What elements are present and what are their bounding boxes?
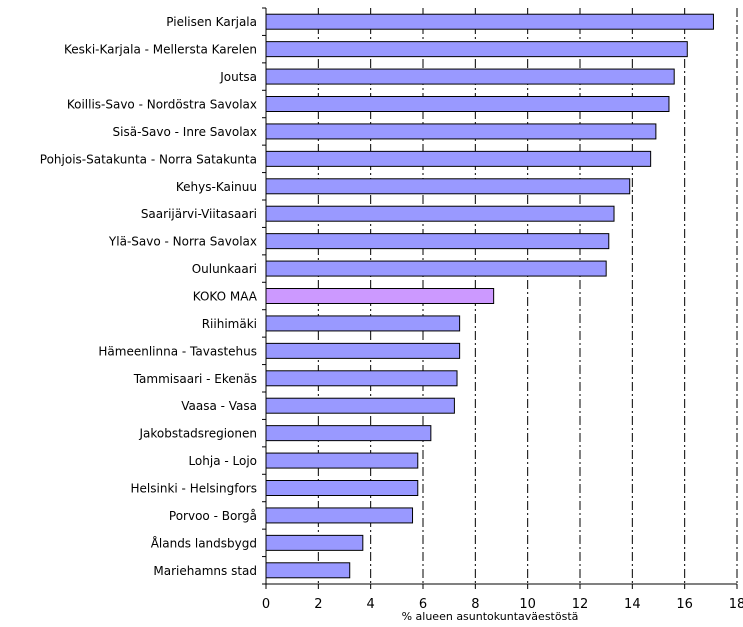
- category-label: Saarijärvi-Viitasaari: [141, 207, 257, 221]
- bar: [265, 233, 610, 250]
- bar: [265, 96, 670, 112]
- category-label: Ålands landsbygd: [151, 535, 257, 550]
- category-label: Keski-Karjala - Mellersta Karelen: [64, 43, 257, 57]
- category-label: Sisä-Savo - Inre Savolax: [113, 125, 257, 139]
- category-labels: Pielisen Karjala Keski-Karjala - Mellerst…: [40, 15, 258, 578]
- bar: [265, 507, 414, 524]
- category-label: Hämeenlinna - Tavastehus: [98, 344, 257, 358]
- category-label: Joutsa: [219, 70, 257, 84]
- bar: [265, 425, 432, 442]
- bar: [265, 150, 652, 167]
- x-tick-label: 2: [314, 597, 322, 612]
- tick-labels: 0 2 4 6 8 10 12 14 16 18: [262, 597, 743, 612]
- category-label: Riihimäki: [202, 317, 257, 331]
- bar: [265, 480, 419, 496]
- bar: [265, 41, 688, 58]
- x-tick-label: 10: [519, 597, 536, 612]
- x-tick-label: 18: [729, 597, 743, 612]
- x-tick-label: 12: [572, 597, 589, 612]
- bar: [265, 123, 657, 140]
- category-label: Jakobstadsregionen: [139, 427, 258, 441]
- category-label: Kehys-Kainuu: [176, 180, 257, 194]
- x-tick-label: 6: [419, 597, 427, 612]
- category-label: Pohjois-Satakunta - Norra Satakunta: [40, 152, 257, 166]
- category-label: Oulunkaari: [192, 262, 257, 276]
- x-tick-label: 0: [262, 597, 270, 612]
- bar: [265, 68, 675, 85]
- x-tick-label: 14: [624, 597, 641, 612]
- x-tick-label: 8: [471, 597, 479, 612]
- bar: [265, 534, 364, 551]
- category-label: Porvoo - Borgå: [169, 509, 257, 523]
- category-label: Lohja - Lojo: [188, 454, 257, 468]
- bar: [265, 205, 615, 222]
- category-label: Mariehamns stad: [153, 564, 257, 578]
- category-label: Helsinki - Helsingfors: [131, 482, 257, 496]
- category-label: Vaasa - Vasa: [181, 399, 257, 413]
- x-tick-label: 16: [676, 597, 693, 612]
- bar: [265, 370, 458, 387]
- category-label: Tammisaari - Ekenäs: [133, 372, 257, 386]
- x-tick-label: 4: [367, 597, 375, 612]
- category-label: Pielisen Karjala: [166, 15, 257, 29]
- x-axis: [262, 7, 738, 589]
- bar: [265, 397, 455, 414]
- bar: [265, 178, 631, 195]
- bar: [265, 452, 419, 469]
- bar: [265, 342, 461, 359]
- bar: [265, 260, 607, 277]
- bar: [265, 315, 461, 332]
- x-axis-title: % alueen asuntokuntaväestöstä: [402, 610, 579, 623]
- bar: [265, 288, 495, 304]
- category-label: Ylä-Savo - Norra Savolax: [108, 235, 257, 249]
- bar: [265, 13, 714, 30]
- category-label: KOKO MAA: [193, 290, 258, 304]
- category-label: Koillis-Savo - Nordöstra Savolax: [67, 98, 257, 112]
- bars: [265, 13, 714, 579]
- bar: [265, 562, 351, 579]
